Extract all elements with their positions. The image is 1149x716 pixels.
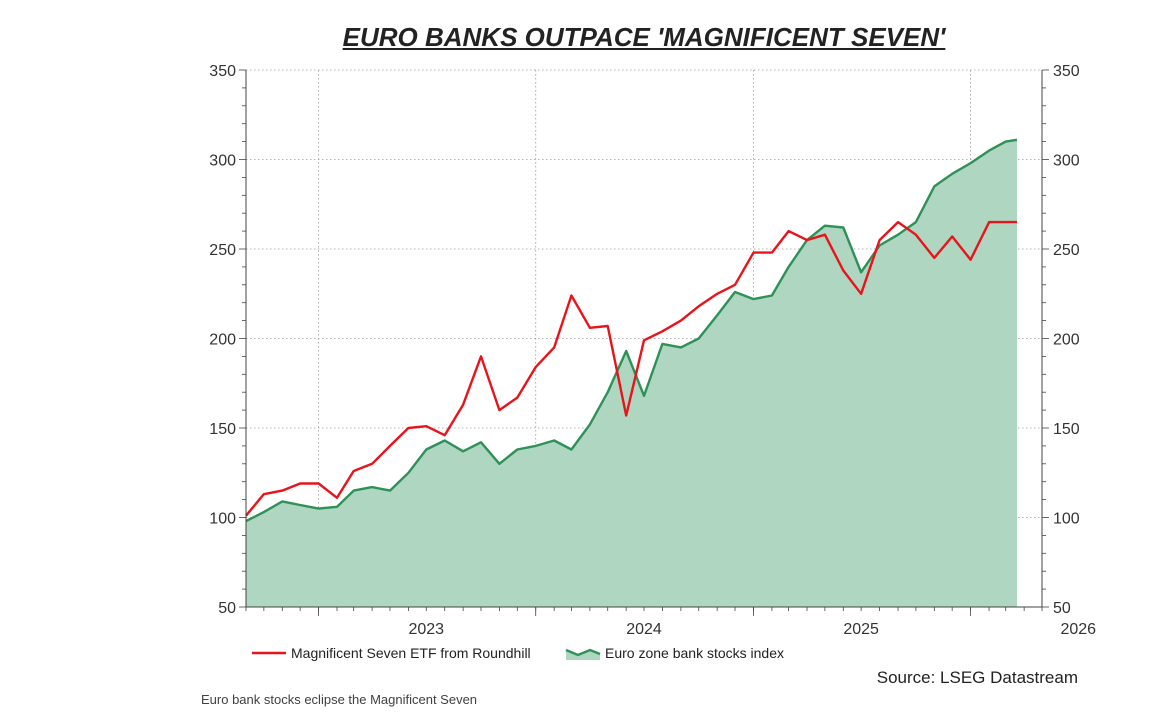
- y-tick-label-left: 250: [209, 242, 236, 259]
- series-layer: [245, 138, 1018, 608]
- y-tick-label-right: 350: [1053, 63, 1080, 80]
- y-tick-label-right: 200: [1053, 332, 1080, 349]
- legend-label-euro-banks: Euro zone bank stocks index: [605, 645, 784, 661]
- x-tick-label: 2026: [1060, 621, 1096, 638]
- legend-swatch-euro-banks-fill: [566, 650, 600, 660]
- y-tick-label-right: 100: [1053, 511, 1080, 528]
- y-tick-label-right: 50: [1053, 600, 1071, 617]
- legend-label-magnificent-seven: Magnificent Seven ETF from Roundhill: [291, 645, 531, 661]
- chart-title: EURO BANKS OUTPACE 'MAGNIFICENT SEVEN': [342, 22, 946, 52]
- y-tick-label-left: 150: [209, 421, 236, 438]
- legend-swatch-euro-banks-line: [565, 648, 601, 657]
- y-tick-label-left: 200: [209, 332, 236, 349]
- y-tick-label-right: 250: [1053, 242, 1080, 259]
- y-tick-label-right: 150: [1053, 421, 1080, 438]
- y-tick-label-left: 300: [209, 153, 236, 170]
- series-area-euro-banks: [246, 139, 1017, 608]
- x-tick-label: 2024: [626, 621, 662, 638]
- y-tick-label-left: 350: [209, 63, 236, 80]
- series-line-magnificent-seven: [245, 220, 1017, 517]
- y-tick-label-left: 50: [218, 600, 236, 617]
- legend: Magnificent Seven ETF from Roundhill Euro…: [252, 645, 784, 661]
- y-tick-label-left: 100: [209, 511, 236, 528]
- axes-layer: 50 50 100 100 150 150 200 200 250 250 300 300 350 350…: [209, 63, 1096, 638]
- y-tick-label-right: 300: [1053, 153, 1080, 170]
- x-tick-label: 2023: [408, 621, 444, 638]
- x-tick-label: 2025: [843, 621, 879, 638]
- source-note: Source: LSEG Datastream: [876, 668, 1078, 687]
- caption: Euro bank stocks eclipse the Magnificent…: [201, 692, 478, 707]
